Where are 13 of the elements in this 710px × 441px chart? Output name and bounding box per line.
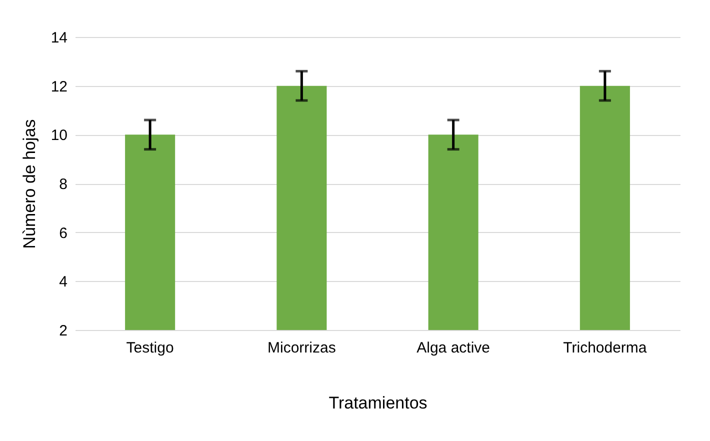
x-axis-title: Tratamientos (328, 394, 428, 412)
y-tick-label: 4 (59, 274, 68, 291)
y-axis-title: Nùmero de hojas (20, 119, 39, 249)
y-tick-label: 6 (59, 224, 68, 242)
y-tick-label: 12 (50, 78, 68, 96)
y-tick-label: 8 (59, 176, 68, 193)
x-tick-label: Alga active (416, 340, 490, 356)
y-tick-label: 14 (50, 30, 68, 46)
y-tick-label: 10 (50, 127, 68, 144)
x-tick-label: Micorrizas (268, 340, 336, 356)
x-tick-label: Testigo (126, 340, 174, 356)
x-tick-label: Trichoderma (563, 340, 648, 356)
y-tick-label: 2 (59, 322, 68, 340)
